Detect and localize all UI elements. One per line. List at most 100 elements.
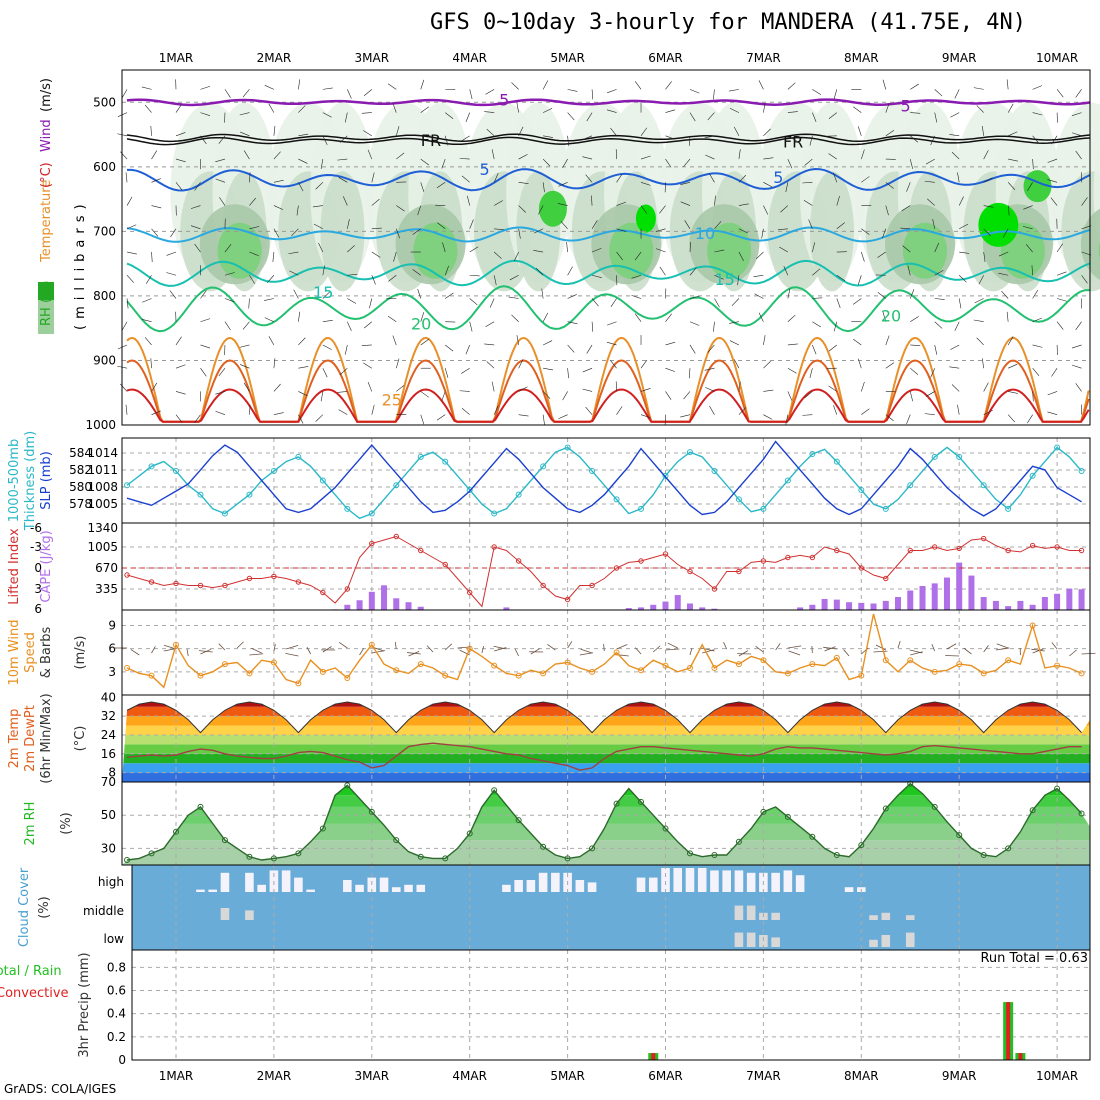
- cloud-high-bar: [697, 868, 707, 892]
- wind-barb: [396, 205, 405, 212]
- wind-barb: [484, 111, 495, 113]
- cape-bar: [1029, 604, 1036, 610]
- wind-barb: [126, 275, 134, 283]
- li-tick: 0: [34, 561, 42, 575]
- temp-layer: 40 32 24 16 8 2m Temp 2m DewPt (6hr Min/Max) (°C…: [7, 690, 1091, 784]
- rh2m-line-marker: [221, 837, 228, 844]
- wind-barb: [998, 251, 1009, 257]
- wind10m-barb: [493, 645, 507, 650]
- wind-barb: [347, 298, 357, 304]
- li-marker: [320, 589, 326, 596]
- wind-barb: [420, 414, 425, 425]
- wind-barb: [200, 135, 207, 145]
- wind-barb: [1081, 197, 1088, 206]
- upper-air-ytick: 600: [93, 160, 116, 174]
- precip-tick: 0.2: [107, 1030, 126, 1044]
- cloud-high-bar: [391, 887, 401, 892]
- li-marker: [834, 547, 840, 554]
- wind-barb: [665, 313, 672, 322]
- wind10m-line-marker: [368, 641, 375, 648]
- wind-barb: [983, 205, 994, 208]
- wind-barb: [322, 291, 331, 299]
- wind-barb: [542, 158, 551, 167]
- wind-barb: [239, 344, 250, 348]
- wind-barb: [640, 414, 651, 419]
- wind10m-barb: [996, 643, 1009, 649]
- thickness-line-marker: [760, 505, 767, 512]
- precip-conv-bar: [1006, 1002, 1011, 1060]
- cloud-level-label: middle: [83, 904, 124, 918]
- wind-barb: [738, 203, 749, 206]
- wind-barb: [828, 153, 837, 160]
- wind10m-barb: [1069, 649, 1077, 657]
- thickness-line-marker: [564, 444, 571, 451]
- temp-tick: 8: [108, 766, 116, 780]
- wind-barb: [151, 410, 161, 415]
- wind-barb: [542, 107, 553, 113]
- wind-barb: [312, 205, 323, 208]
- wind10m-line-marker: [1078, 670, 1085, 677]
- wind-barb: [542, 340, 553, 346]
- thickness-line-marker: [956, 453, 963, 460]
- thickness-line-marker: [1078, 468, 1085, 475]
- wind-barb: [126, 298, 129, 309]
- li-marker: [785, 554, 791, 561]
- rh2m-layer: 70 50 30 2m RH (%): [23, 775, 1091, 866]
- wind-barb: [322, 265, 325, 276]
- cloud-high-bar: [379, 877, 389, 892]
- wind-barb: [951, 151, 960, 160]
- wind-barb: [1075, 321, 1082, 330]
- wind10m-line-marker: [491, 662, 498, 669]
- wind-barb: [218, 368, 226, 377]
- rh-shade: [538, 190, 567, 227]
- wind-barb: [369, 298, 373, 309]
- cloud-high-bar: [587, 882, 597, 892]
- wind-barb: [738, 149, 741, 160]
- wind-barb: [804, 158, 813, 166]
- rh2m-line-marker: [907, 780, 914, 787]
- wind-barb: [249, 172, 251, 183]
- wind-barb: [882, 312, 887, 322]
- wind-barb: [1071, 364, 1082, 369]
- wind-barb: [976, 105, 984, 113]
- wind-barb: [347, 89, 352, 99]
- wind-barb: [707, 112, 715, 121]
- wind-barb: [934, 344, 938, 355]
- rh-band: [122, 783, 1090, 796]
- isotherm-label: 5: [499, 91, 509, 110]
- wind-barb: [758, 80, 764, 90]
- wind-barb: [616, 251, 623, 261]
- temp-band: [122, 725, 1090, 735]
- wind-barb: [264, 298, 274, 301]
- wind-barb: [560, 221, 568, 229]
- wind-barb: [983, 410, 993, 415]
- wind-barb: [753, 274, 764, 277]
- wind-barb: [714, 195, 716, 206]
- wind-barb: [322, 135, 328, 145]
- wind-barb: [339, 367, 348, 376]
- wind-barb: [509, 274, 519, 281]
- wind10m-barb: [995, 647, 1010, 651]
- wind-barb: [909, 289, 915, 299]
- li-marker: [907, 547, 913, 554]
- wind-barb: [709, 405, 715, 415]
- wind-barb: [1025, 244, 1033, 253]
- wind-barb: [680, 182, 691, 186]
- wind-barb: [338, 409, 348, 415]
- wind-barb: [836, 222, 845, 230]
- wind-barb: [853, 338, 862, 346]
- wind-barb: [248, 298, 250, 309]
- li-marker: [271, 573, 277, 580]
- wind-barb: [420, 106, 430, 113]
- wind-barb: [705, 154, 715, 160]
- wind10m-barb: [983, 645, 989, 653]
- wind10m-barb: [359, 648, 364, 656]
- wind-barb: [634, 251, 642, 261]
- wind-barb: [344, 344, 348, 355]
- wind-barb: [705, 387, 715, 392]
- li-marker: [467, 589, 473, 596]
- wind10m-line-marker: [662, 662, 669, 669]
- top-date-label: 8MAR: [844, 51, 879, 65]
- wind-barb: [1001, 290, 1009, 299]
- wind-barb: [763, 102, 766, 113]
